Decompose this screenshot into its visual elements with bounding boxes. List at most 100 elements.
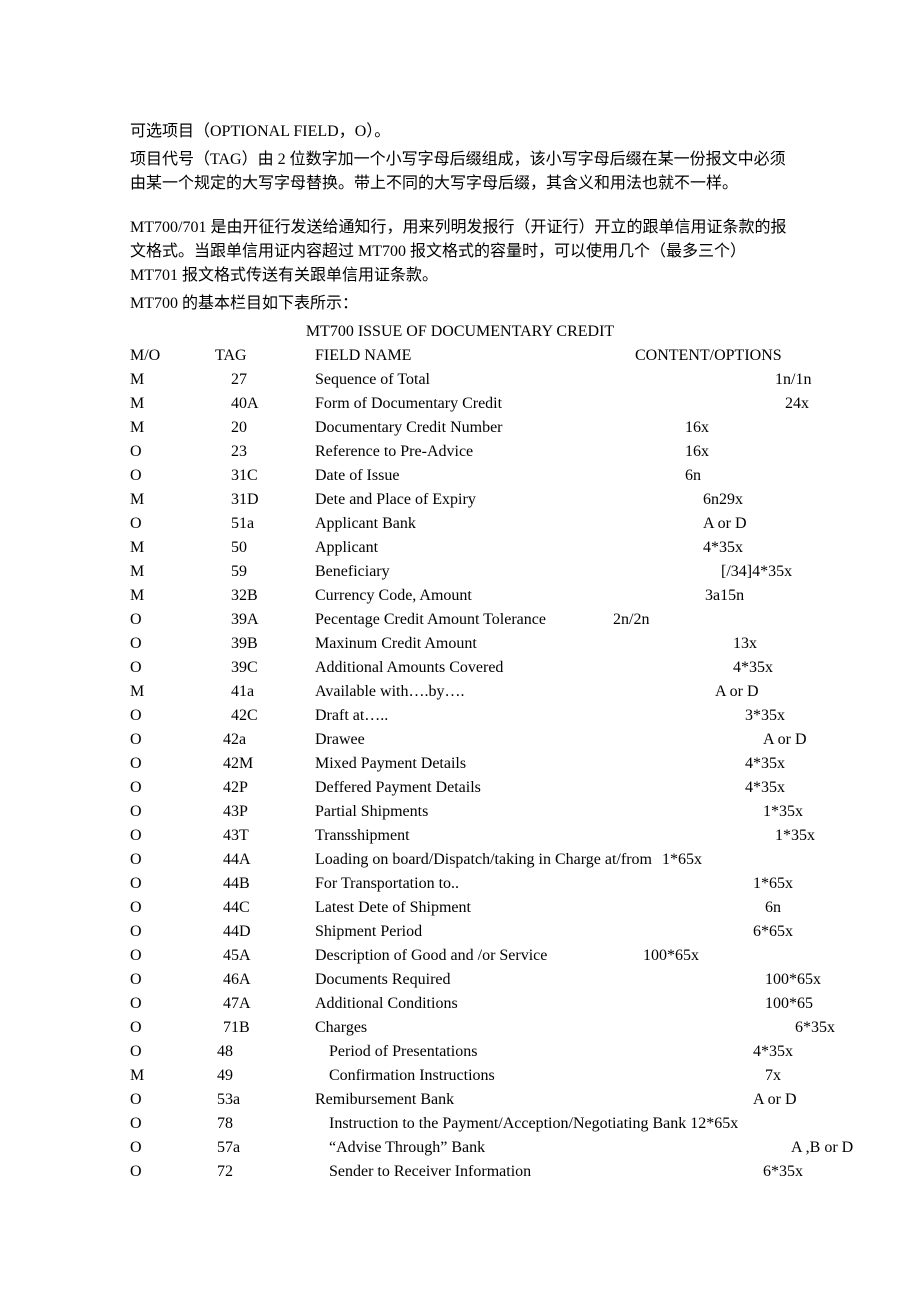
cell-tag: 40A bbox=[195, 392, 315, 416]
cell-mo: O bbox=[130, 992, 195, 1016]
cell-mo: M bbox=[130, 536, 195, 560]
header-name: FIELD NAME bbox=[315, 344, 595, 368]
cell-content-option: A ,B or D bbox=[595, 1136, 853, 1160]
cell-mo: M bbox=[130, 488, 195, 512]
cell-content-option: [/34]4*35x bbox=[595, 560, 792, 584]
cell-content-option: 6*35x bbox=[595, 1016, 835, 1040]
cell-content-option: 100*65 bbox=[595, 992, 813, 1016]
table-row: O48Period of Presentations4*35x bbox=[130, 1040, 790, 1064]
table-row: O44BFor Transportation to..1*65x bbox=[130, 872, 790, 896]
cell-mo: O bbox=[130, 800, 195, 824]
table-row: O39BMaxinum Credit Amount13x bbox=[130, 632, 790, 656]
cell-mo: O bbox=[130, 1016, 195, 1040]
cell-tag: 44C bbox=[195, 896, 315, 920]
cell-field-name: Documentary Credit Number bbox=[315, 416, 595, 440]
cell-tag: 57a bbox=[195, 1136, 315, 1160]
header-opt: CONTENT/OPTIONS bbox=[595, 344, 790, 368]
cell-tag: 49 bbox=[195, 1064, 315, 1088]
cell-mo: O bbox=[130, 920, 195, 944]
cell-content-option: 16x bbox=[595, 440, 790, 464]
table-row: M59Beneficiary[/34]4*35x bbox=[130, 560, 790, 584]
table-row: O46ADocuments Required100*65x bbox=[130, 968, 790, 992]
cell-tag: 41a bbox=[195, 680, 315, 704]
table-row: O39CAdditional Amounts Covered4*35x bbox=[130, 656, 790, 680]
cell-content-option: 4*35x bbox=[595, 536, 790, 560]
cell-mo: O bbox=[130, 1040, 195, 1064]
cell-content-option: A or D bbox=[595, 1088, 797, 1112]
table-row: O51aApplicant BankA or D bbox=[130, 512, 790, 536]
cell-field-name: Mixed Payment Details bbox=[315, 752, 595, 776]
cell-mo: O bbox=[130, 656, 195, 680]
table-row: O39APecentage Credit Amount Tolerance2n/… bbox=[130, 608, 790, 632]
cell-tag: 78 bbox=[195, 1112, 315, 1136]
cell-mo: M bbox=[130, 416, 195, 440]
cell-field-name: Applicant bbox=[315, 536, 595, 560]
cell-field-name: Partial Shipments bbox=[315, 800, 595, 824]
cell-content-option: 100*65x bbox=[595, 968, 821, 992]
table-header-row: M/O TAG FIELD NAME CONTENT/OPTIONS bbox=[130, 344, 790, 368]
cell-field-name: Transshipment bbox=[315, 824, 595, 848]
table-row: M40AForm of Documentary Credit24x bbox=[130, 392, 790, 416]
cell-mo: O bbox=[130, 704, 195, 728]
table-row: O31CDate of Issue6n bbox=[130, 464, 790, 488]
cell-field-name: Maxinum Credit Amount bbox=[315, 632, 595, 656]
cell-field-name: Applicant Bank bbox=[315, 512, 595, 536]
cell-content-option: A or D bbox=[595, 680, 790, 704]
cell-field-name: Latest Dete of Shipment bbox=[315, 896, 595, 920]
intro-paragraph-3: MT700/701 是由开征行发送给通知行，用来列明发报行（开证行）开立的跟单信… bbox=[130, 216, 790, 288]
cell-mo: O bbox=[130, 1112, 195, 1136]
cell-mo: M bbox=[130, 1064, 195, 1088]
table-row: O42PDeffered Payment Details4*35x bbox=[130, 776, 790, 800]
cell-tag: 32B bbox=[195, 584, 315, 608]
cell-tag: 42a bbox=[195, 728, 315, 752]
cell-content-option: 13x bbox=[595, 632, 790, 656]
cell-mo: M bbox=[130, 392, 195, 416]
table-row: M49Confirmation Instructions7x bbox=[130, 1064, 790, 1088]
table-row: O78Instruction to the Payment/Acception/… bbox=[130, 1112, 790, 1136]
cell-tag: 51a bbox=[195, 512, 315, 536]
cell-mo: M bbox=[130, 368, 195, 392]
cell-field-name: Date of Issue bbox=[315, 464, 595, 488]
cell-content-option: 16x bbox=[595, 416, 790, 440]
table-row: O43PPartial Shipments1*35x bbox=[130, 800, 790, 824]
cell-field-name: Currency Code, Amount bbox=[315, 584, 595, 608]
cell-tag: 42M bbox=[195, 752, 315, 776]
cell-field-name: “Advise Through” Bank bbox=[315, 1136, 595, 1160]
table-row: O45ADescription of Good and /or Service1… bbox=[130, 944, 790, 968]
cell-content-option: 1*35x bbox=[595, 800, 803, 824]
cell-field-name: Reference to Pre-Advice bbox=[315, 440, 595, 464]
cell-mo: O bbox=[130, 872, 195, 896]
cell-tag: 42P bbox=[195, 776, 315, 800]
cell-mo: O bbox=[130, 632, 195, 656]
cell-content-option: A or D bbox=[595, 512, 790, 536]
cell-content-option: 100*65x bbox=[595, 944, 790, 968]
cell-tag: 39A bbox=[195, 608, 315, 632]
cell-field-name: Dete and Place of Expiry bbox=[315, 488, 595, 512]
cell-content-option bbox=[738, 1112, 790, 1136]
cell-tag: 59 bbox=[195, 560, 315, 584]
table-row: O44DShipment Period6*65x bbox=[130, 920, 790, 944]
cell-mo: O bbox=[130, 608, 195, 632]
cell-content-option: 6*65x bbox=[595, 920, 793, 944]
cell-field-name: For Transportation to.. bbox=[315, 872, 595, 896]
cell-tag: 43T bbox=[195, 824, 315, 848]
table-row: O44CLatest Dete of Shipment6n bbox=[130, 896, 790, 920]
cell-content-option: 1*65x bbox=[652, 848, 790, 872]
cell-tag: 44B bbox=[195, 872, 315, 896]
cell-tag: 71B bbox=[195, 1016, 315, 1040]
table-row: O72Sender to Receiver Information6*35x bbox=[130, 1160, 790, 1184]
cell-field-name: Beneficiary bbox=[315, 560, 595, 584]
cell-field-name: Shipment Period bbox=[315, 920, 595, 944]
table-row: M50Applicant4*35x bbox=[130, 536, 790, 560]
cell-tag: 72 bbox=[195, 1160, 315, 1184]
cell-mo: O bbox=[130, 944, 195, 968]
cell-content-option: 6n29x bbox=[595, 488, 790, 512]
table-row: O42CDraft at…..3*35x bbox=[130, 704, 790, 728]
table-row: M27Sequence of Total1n/1n bbox=[130, 368, 790, 392]
intro-paragraph-4: MT700 的基本栏目如下表所示： bbox=[130, 292, 790, 316]
header-mo: M/O bbox=[130, 344, 195, 368]
table-row: O44ALoading on board/Dispatch/taking in … bbox=[130, 848, 790, 872]
cell-tag: 44D bbox=[195, 920, 315, 944]
cell-tag: 31C bbox=[195, 464, 315, 488]
cell-field-name: Instruction to the Payment/Acception/Neg… bbox=[315, 1112, 738, 1136]
